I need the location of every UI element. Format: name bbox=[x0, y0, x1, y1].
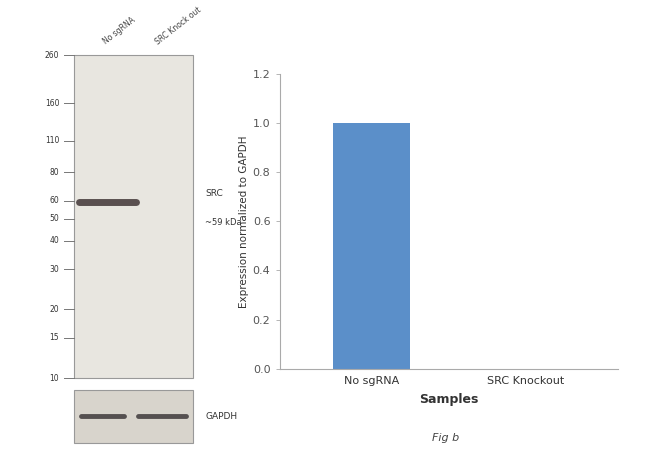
Bar bbox=[74, 390, 192, 443]
Text: 20: 20 bbox=[49, 305, 59, 314]
Text: 80: 80 bbox=[49, 167, 59, 177]
Y-axis label: Expression normalized to GAPDH: Expression normalized to GAPDH bbox=[239, 135, 248, 307]
Text: 30: 30 bbox=[49, 265, 59, 274]
Text: 15: 15 bbox=[49, 333, 59, 343]
X-axis label: Samples: Samples bbox=[419, 393, 478, 406]
Text: 160: 160 bbox=[45, 99, 59, 108]
Text: No sgRNA: No sgRNA bbox=[102, 16, 137, 46]
Text: SRC Knock out: SRC Knock out bbox=[154, 5, 203, 46]
Text: 50: 50 bbox=[49, 214, 59, 223]
Text: GAPDH: GAPDH bbox=[205, 412, 237, 420]
Bar bbox=[74, 55, 192, 378]
Text: Fig b: Fig b bbox=[432, 433, 459, 443]
Bar bbox=[333, 123, 410, 369]
Text: 40: 40 bbox=[49, 236, 59, 245]
Text: 10: 10 bbox=[49, 373, 59, 383]
Text: 60: 60 bbox=[49, 196, 59, 205]
Text: ~59 kDa: ~59 kDa bbox=[205, 219, 242, 227]
Text: 260: 260 bbox=[45, 51, 59, 60]
Text: 110: 110 bbox=[45, 136, 59, 145]
Text: SRC: SRC bbox=[205, 189, 223, 198]
